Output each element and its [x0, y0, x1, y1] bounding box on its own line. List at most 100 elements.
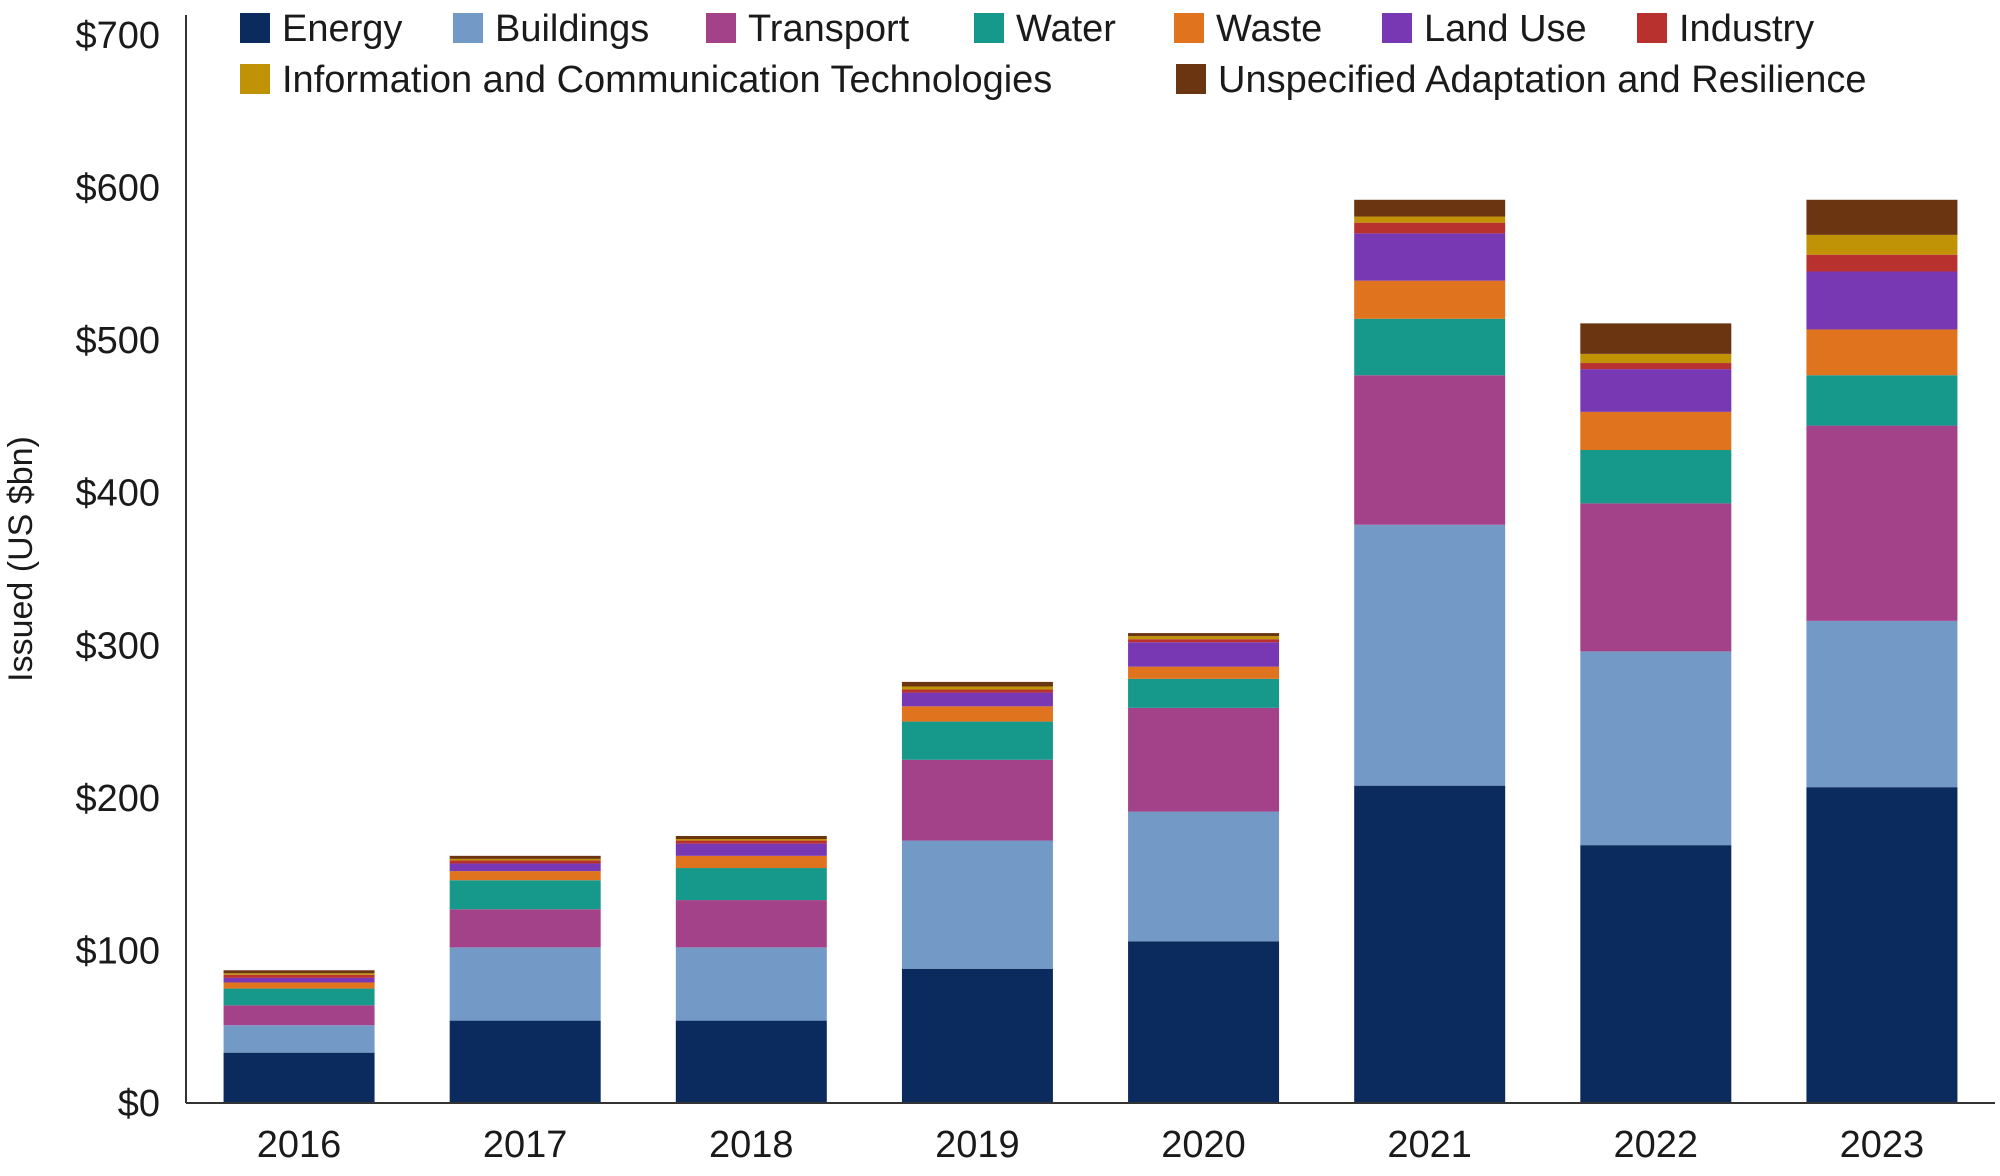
bar-segment-buildings — [223, 1025, 375, 1053]
legend-label: Buildings — [495, 8, 649, 50]
bar-segment-transport — [1806, 425, 1958, 621]
bar-segment-buildings — [901, 840, 1053, 969]
bar-segment-land-use — [1806, 271, 1958, 330]
x-tick-label: 2016 — [257, 1124, 342, 1166]
bar-segment-water — [1580, 449, 1732, 504]
bar-segment-transport — [1128, 707, 1280, 812]
x-tick-label: 2018 — [709, 1124, 794, 1166]
bar-segment-water — [449, 880, 601, 910]
legend-label: Transport — [748, 8, 910, 50]
bar-segment-buildings — [1354, 524, 1506, 786]
bar-segment-land-use — [1580, 369, 1732, 412]
bar-segment-energy — [675, 1020, 827, 1103]
x-tick-label: 2021 — [1387, 1124, 1472, 1166]
bar-segment-unspecified-adaptation-and-resilience — [675, 836, 827, 840]
legend-swatch — [240, 13, 270, 43]
y-tick-label: $100 — [75, 930, 160, 972]
bar-segment-information-and-communication-technologies — [1580, 353, 1732, 364]
legend-item: Land Use — [1382, 8, 1587, 50]
legend-swatch — [1637, 13, 1667, 43]
y-tick-label: $200 — [75, 778, 160, 820]
y-axis-title: Issued (US $bn) — [2, 436, 40, 682]
legend-item: Buildings — [453, 8, 649, 50]
legend-item: Transport — [706, 8, 910, 50]
bar-segment-industry — [1128, 639, 1280, 643]
legend-label: Land Use — [1424, 8, 1587, 50]
y-tick-label: $300 — [75, 625, 160, 667]
bars — [223, 199, 1958, 1103]
legend-label: Energy — [282, 8, 402, 50]
legend: Energy Buildings Transport Water Waste Land U… — [240, 8, 1867, 101]
legend-swatch — [706, 13, 736, 43]
x-tick-label: 2017 — [483, 1124, 568, 1166]
y-tick-label: $600 — [75, 168, 160, 210]
bar-segment-transport — [449, 909, 601, 948]
bar-segment-waste — [449, 871, 601, 881]
bar-segment-energy — [901, 968, 1053, 1103]
legend-swatch — [453, 13, 483, 43]
bar-segment-industry — [1806, 254, 1958, 272]
bar-segment-industry — [1580, 363, 1732, 370]
bar-segment-unspecified-adaptation-and-resilience — [1580, 323, 1732, 354]
bar-segment-energy — [1128, 941, 1280, 1103]
bar-segment-energy — [1580, 845, 1732, 1103]
y-tick-label: $0 — [118, 1083, 160, 1125]
bar-segment-information-and-communication-technologies — [1128, 636, 1280, 640]
bar-segment-waste — [675, 855, 827, 869]
legend-label: Unspecified Adaptation and Resilience — [1218, 59, 1867, 101]
y-tick-label: $700 — [75, 15, 160, 57]
bar-segment-industry — [675, 840, 827, 844]
bar-segment-transport — [901, 759, 1053, 841]
bar-segment-energy — [223, 1052, 375, 1103]
x-tick-label: 2023 — [1840, 1124, 1925, 1166]
x-tick-label: 2020 — [1161, 1124, 1246, 1166]
bar-segment-buildings — [675, 947, 827, 1021]
bar-segment-buildings — [1806, 620, 1958, 788]
bar-segment-land-use — [901, 692, 1053, 707]
legend-swatch — [974, 13, 1004, 43]
bar-segment-energy — [1354, 785, 1506, 1103]
legend-item: Information and Communication Technologi… — [240, 59, 1052, 101]
bar-segment-water — [1128, 678, 1280, 708]
bar-segment-transport — [223, 1005, 375, 1026]
y-axis-ticks: $0 $100 $200 $300 $400 $500 $600 $700 — [75, 15, 160, 1125]
bar-segment-land-use — [1128, 642, 1280, 667]
legend-swatch — [1176, 64, 1206, 94]
bar-stack — [1806, 199, 1958, 1103]
bar-segment-information-and-communication-technologies — [1354, 216, 1506, 223]
legend-item: Energy — [240, 8, 402, 50]
legend-item: Waste — [1174, 8, 1322, 50]
x-axis-ticks: 2016 2017 2018 2019 2020 2021 2022 2023 — [257, 1124, 1924, 1166]
bar-segment-waste — [1580, 411, 1732, 450]
bar-segment-waste — [1354, 280, 1506, 319]
legend-swatch — [1382, 13, 1412, 43]
bar-segment-water — [901, 721, 1053, 760]
bar-segment-unspecified-adaptation-and-resilience — [1128, 633, 1280, 637]
bar-segment-buildings — [449, 947, 601, 1021]
bar-stack — [449, 855, 601, 1103]
bar-segment-industry — [449, 860, 601, 864]
bar-segment-water — [223, 988, 375, 1006]
y-tick-label: $500 — [75, 320, 160, 362]
bar-segment-buildings — [1128, 811, 1280, 942]
bar-segment-energy — [1806, 787, 1958, 1103]
bar-stack — [223, 970, 375, 1103]
bar-stack — [1354, 199, 1506, 1103]
legend-swatch — [1174, 13, 1204, 43]
y-tick-label: $400 — [75, 473, 160, 515]
bar-segment-land-use — [675, 843, 827, 856]
bar-segment-unspecified-adaptation-and-resilience — [449, 855, 601, 859]
bar-segment-unspecified-adaptation-and-resilience — [1354, 199, 1506, 217]
bar-segment-land-use — [449, 863, 601, 872]
bar-segment-land-use — [1354, 233, 1506, 281]
legend-label: Water — [1016, 8, 1116, 50]
bar-segment-waste — [901, 706, 1053, 722]
bar-segment-information-and-communication-technologies — [1806, 234, 1958, 255]
bar-segment-transport — [1354, 375, 1506, 525]
bar-stack — [901, 681, 1053, 1103]
bar-segment-unspecified-adaptation-and-resilience — [1806, 199, 1958, 235]
bar-segment-energy — [449, 1020, 601, 1103]
bar-segment-information-and-communication-technologies — [675, 839, 827, 841]
